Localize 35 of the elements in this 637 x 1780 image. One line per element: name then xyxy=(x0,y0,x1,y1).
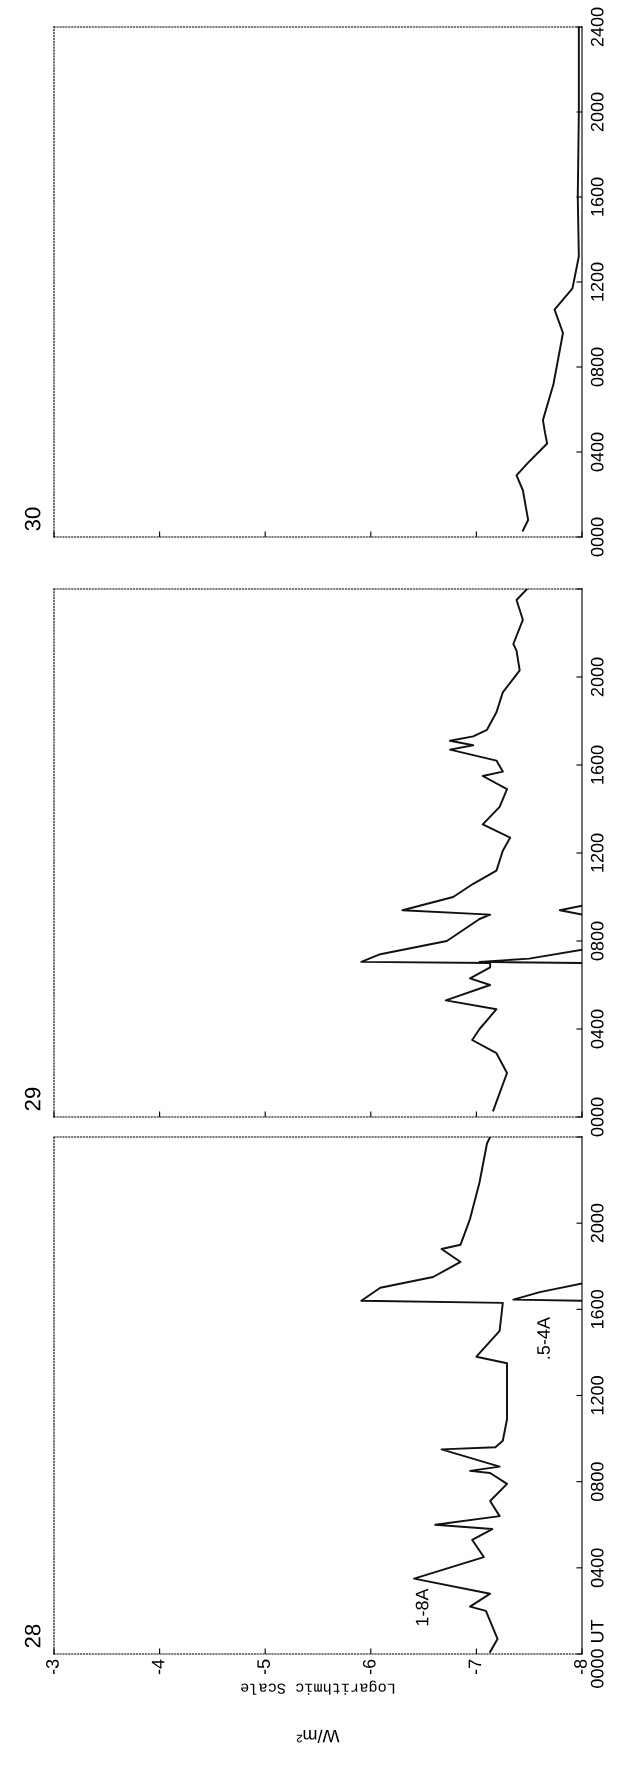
y-tick-label: 2400 xyxy=(590,7,604,47)
annotation: .5-4A xyxy=(537,1317,550,1359)
y-tick-label: 2000 xyxy=(590,92,604,132)
text: W/m² xyxy=(296,1729,340,1743)
text: 29 xyxy=(24,1087,41,1111)
y-tick-label: 0800 xyxy=(590,921,604,961)
y-tick-label: 1600 xyxy=(590,177,604,216)
y-tick-label: 0400 xyxy=(590,432,604,472)
y-tick-label: 2000 xyxy=(590,657,604,697)
y-tick-label: 0800 xyxy=(590,347,604,387)
x-tick-label: -4 xyxy=(151,1659,165,1675)
y-tick-label: 0000 UT xyxy=(590,1619,604,1688)
y-tick-label: 2000 xyxy=(590,1203,604,1243)
y-tick-label: 1600 xyxy=(590,1289,604,1329)
text: 28 xyxy=(24,1624,41,1648)
x-tick-label: -8 xyxy=(574,1659,587,1675)
y-tick-label: 0800 xyxy=(590,1462,604,1502)
x-axis-title: Logarithmic Scale xyxy=(241,1680,395,1695)
annotation: 1-8A xyxy=(415,1588,429,1626)
y-tick-label: 1600 xyxy=(590,745,604,784)
x-tick-label: -3 xyxy=(46,1659,59,1675)
text: 30 xyxy=(24,507,41,531)
y-tick-label: 1200 xyxy=(590,1376,604,1415)
x-tick-label: -6 xyxy=(362,1659,376,1675)
x-tick-label: -7 xyxy=(468,1659,482,1675)
line-series xyxy=(360,1137,508,1653)
y-tick-label: 0000 xyxy=(590,517,604,557)
y-tick-label: 1200 xyxy=(590,262,604,301)
y-tick-label: 0000 xyxy=(590,1097,604,1137)
y-tick-label: 0400 xyxy=(590,1548,604,1588)
y-tick-label: 1200 xyxy=(590,833,604,872)
line-series xyxy=(512,1282,582,1302)
y-tick-label: 0400 xyxy=(590,1009,604,1049)
x-tick-label: -5 xyxy=(257,1659,271,1675)
line-series xyxy=(515,27,580,532)
